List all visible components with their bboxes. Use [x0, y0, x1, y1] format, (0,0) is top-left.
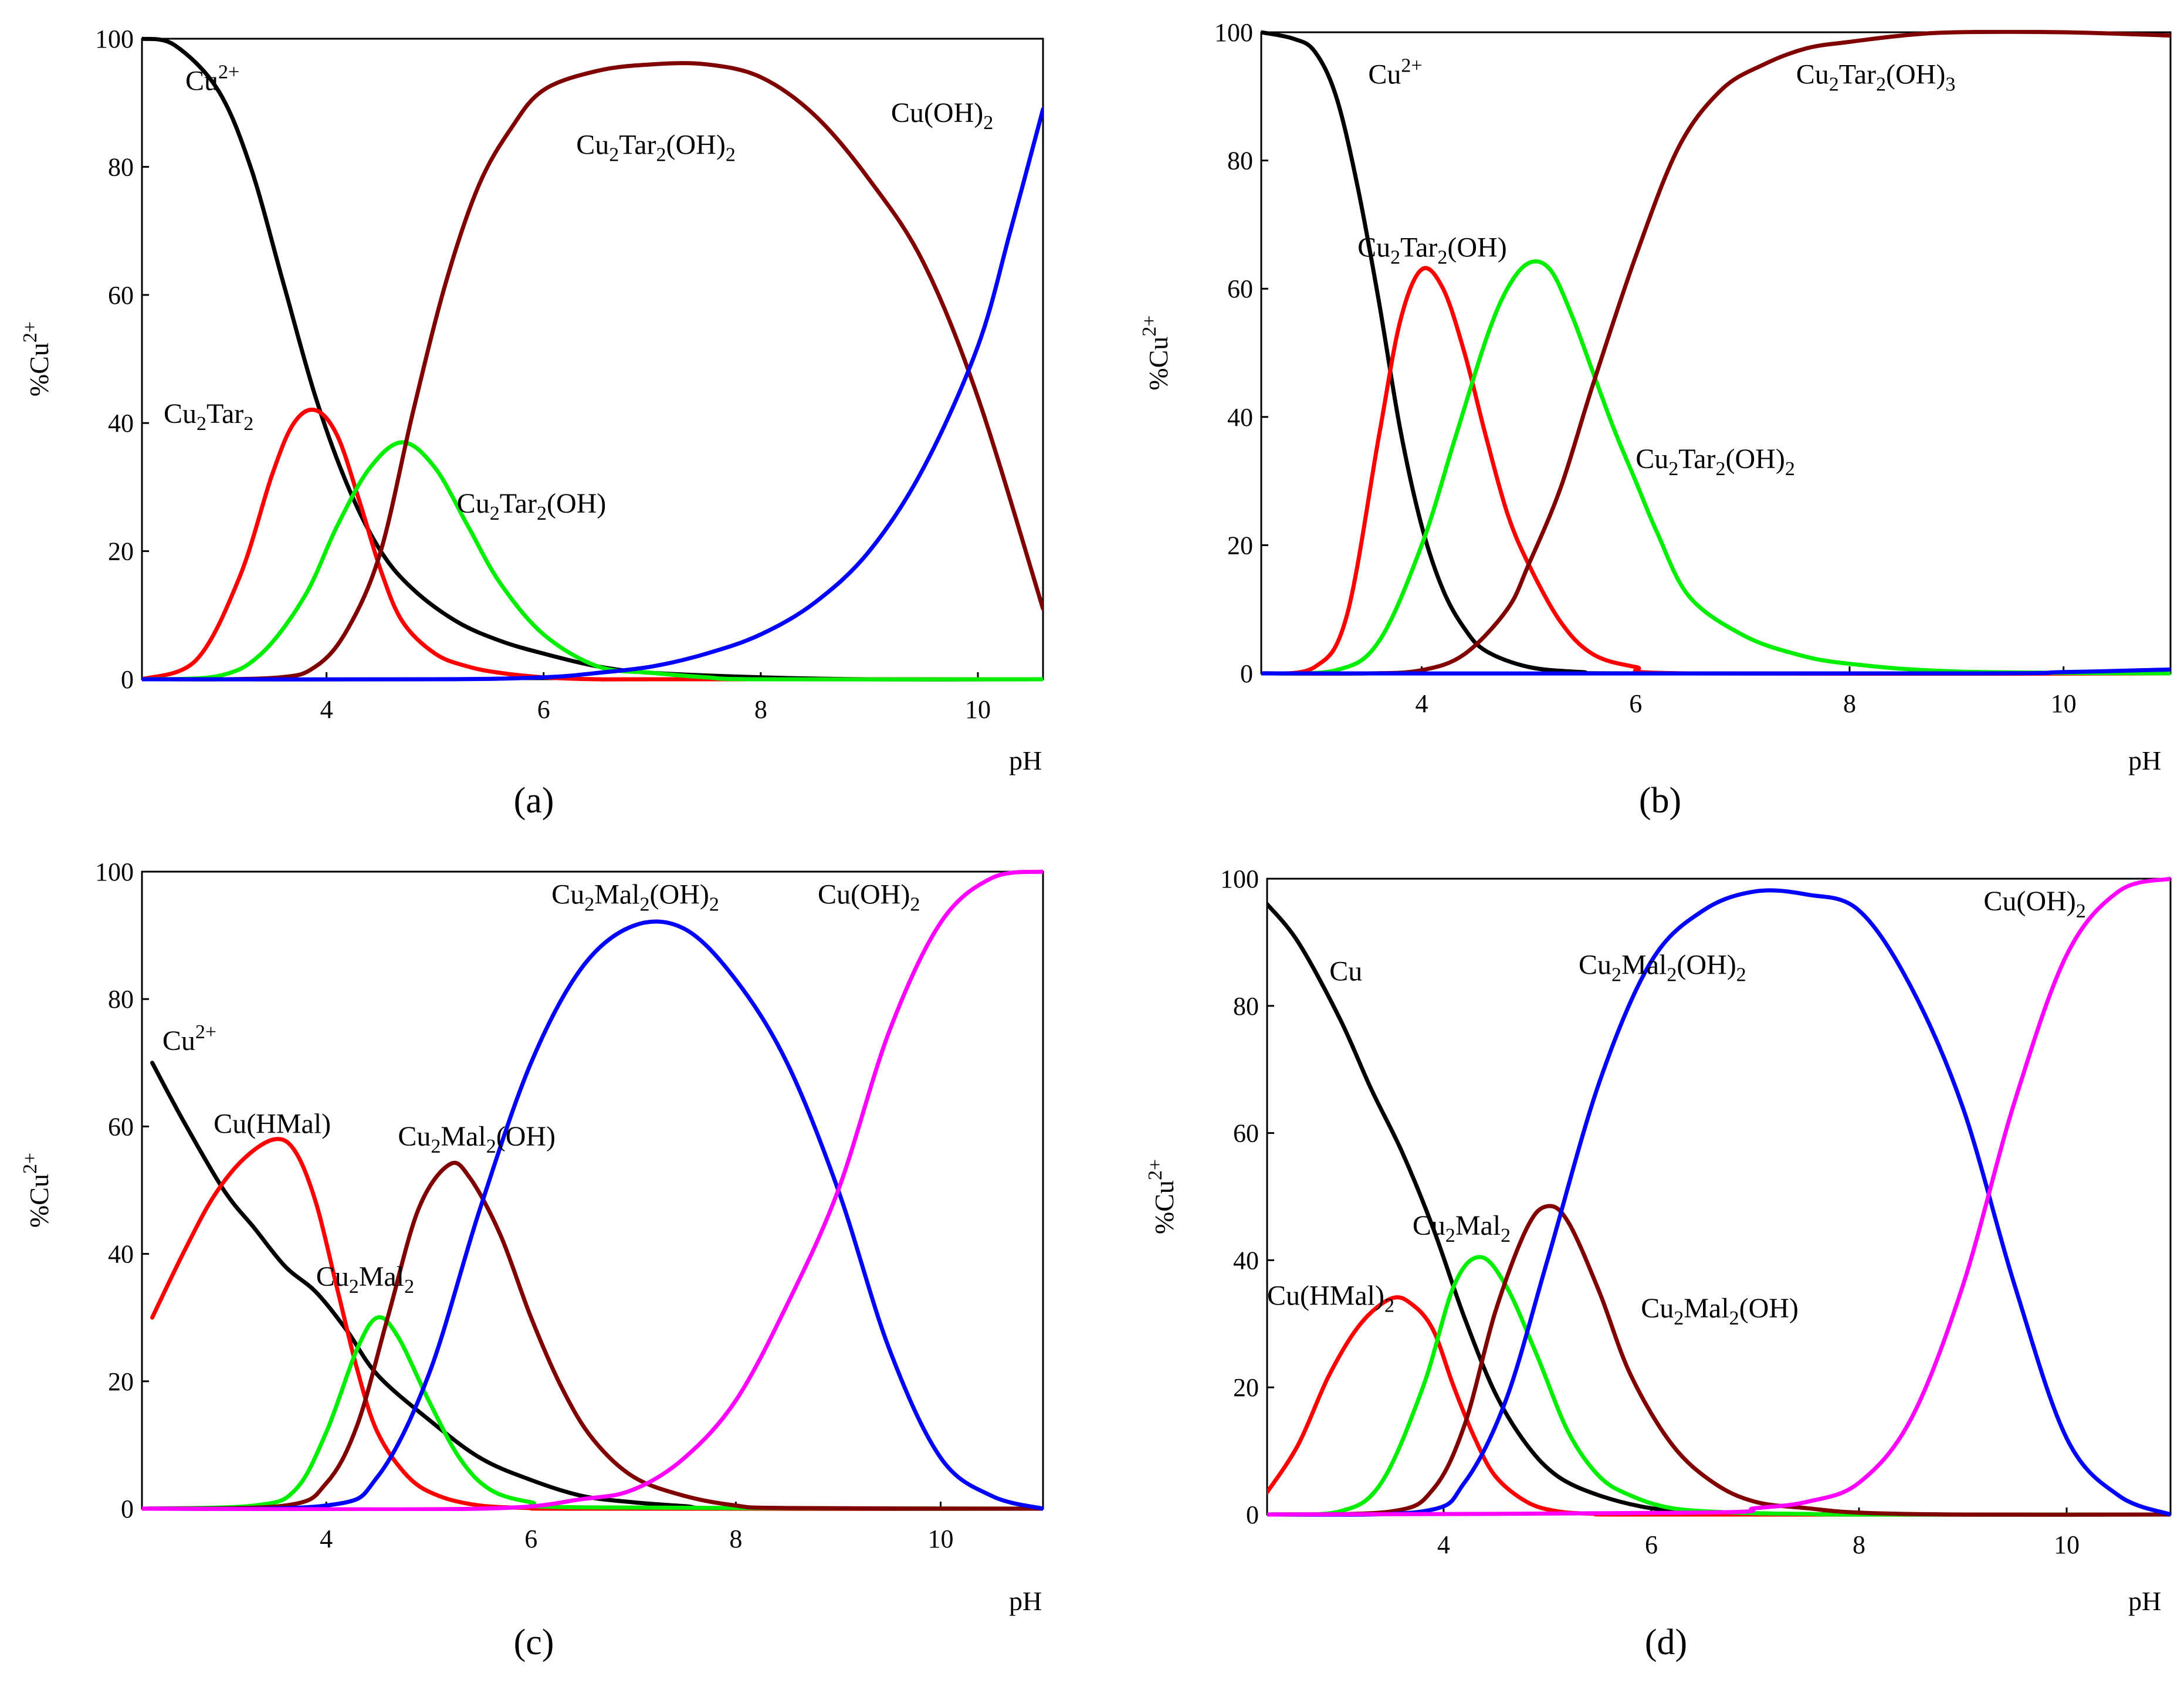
y-tick-label: 40	[1233, 1246, 1259, 1275]
x-tick-label: 6	[1629, 689, 1642, 718]
series-label-cu-hmal-: Cu(HMal)	[214, 1108, 331, 1139]
x-axis-title: pH	[2128, 746, 2161, 775]
series-line-cu2tar2-oh-2	[1261, 259, 2171, 676]
y-axis-title: %Cu2+	[19, 321, 54, 397]
x-axis-title: pH	[1009, 746, 1042, 775]
x-tick-label: 10	[2054, 1530, 2080, 1559]
series-label-cu2mal2: Cu2​Mal2​	[316, 1261, 414, 1298]
y-tick-label: 20	[108, 537, 134, 566]
x-tick-label: 8	[1853, 1530, 1865, 1559]
series-label-cu2tar2-oh-: Cu2​Tar2​(OH)	[1357, 232, 1507, 269]
series-label-cu-oh-2: Cu(OH)2​	[1983, 886, 2085, 922]
series-line-cu2mal2-oh-2	[1267, 888, 2171, 1517]
y-tick-label: 20	[1227, 531, 1253, 560]
panel-label: (b)	[1639, 781, 1681, 821]
y-tick-label: 40	[1227, 403, 1253, 432]
panel-label: (d)	[1645, 1622, 1687, 1662]
series-label-cu2mal2-oh-: Cu2​Mal2​(OH)	[1641, 1293, 1799, 1329]
series-label-cu2mal2-oh-2: Cu2​Mal2​(OH)2​	[1579, 950, 1746, 986]
series-line-cu-hmal-2	[1267, 1295, 2171, 1517]
y-tick-label: 0	[1246, 1500, 1259, 1529]
y-tick-label: 60	[108, 281, 134, 310]
y-tick-label: 20	[1233, 1373, 1259, 1402]
series-label-cu-hmal-2: Cu(HMal)2​	[1267, 1280, 1394, 1316]
series-line-cu2-	[1261, 30, 2171, 676]
x-tick-label: 4	[320, 1525, 333, 1553]
panel-b: 0 20 40 60 80 100 4 6 8 10 %Cu2+ pH (b) Cu2+​ Cu2​Tar2…	[1139, 18, 2172, 821]
y-axis-title: %Cu2+	[1139, 315, 1173, 390]
series-line-cu2mal2	[142, 1315, 1043, 1511]
y-tick-label: 80	[1227, 147, 1253, 175]
series-line-cu2tar2-oh-	[142, 440, 1043, 682]
series-line-cu-oh-2	[1267, 876, 2171, 1517]
y-tick-label: 20	[108, 1367, 134, 1396]
x-tick-label: 10	[965, 695, 991, 724]
series-label-cu2tar2-oh-2: Cu2​Tar2​(OH)2​	[1636, 443, 1795, 480]
y-tick-label: 60	[108, 1112, 134, 1141]
x-tick-label: 10	[2051, 689, 2077, 718]
y-axis-title: %Cu2+	[1145, 1159, 1179, 1234]
series-line-cu2mal2-oh-	[142, 1160, 1043, 1511]
panel-label: (a)	[514, 781, 554, 821]
y-tick-label: 80	[108, 153, 134, 181]
series-label-cu2tar2-oh-3: Cu2​Tar2​(OH)3​	[1796, 59, 1956, 95]
x-tick-label: 4	[1416, 689, 1428, 718]
series-line-cu2mal2	[1267, 1255, 2171, 1517]
series-label-cu2-: Cu2+​	[1368, 55, 1422, 90]
series-line-cu	[1267, 902, 2171, 1517]
y-tick-label: 100	[1214, 18, 1253, 47]
x-tick-label: 8	[729, 1525, 742, 1553]
plot-frame	[141, 870, 1044, 1510]
series-line-cu2mal2-oh-2	[142, 919, 1043, 1511]
y-tick-label: 0	[1240, 659, 1253, 688]
y-tick-label: 100	[1220, 865, 1259, 893]
x-axis-title: pH	[2128, 1586, 2161, 1616]
series-line-cu-oh-2	[1261, 667, 2171, 676]
panel-c: 0 20 40 60 80 100 4 6 8 10 %Cu2+ pH (c) Cu2​Mal2​(OH)…	[19, 858, 1044, 1662]
y-tick-label: 60	[1227, 275, 1253, 303]
x-tick-label: 10	[927, 1525, 953, 1553]
y-tick-label: 100	[95, 25, 134, 53]
y-tick-label: 80	[108, 985, 134, 1014]
plot-frame	[1260, 31, 2172, 675]
y-tick-label: 0	[121, 665, 134, 694]
y-tick-label: 100	[95, 858, 134, 886]
x-tick-label: 4	[1437, 1530, 1450, 1559]
x-tick-label: 6	[524, 1525, 537, 1553]
series-line-cu-hmal-	[150, 1137, 1043, 1511]
series-label-cu2mal2-oh-: Cu2​Mal2​(OH)	[398, 1121, 556, 1157]
y-tick-label: 40	[108, 409, 134, 438]
panel-label: (c)	[514, 1622, 554, 1662]
x-tick-label: 8	[1843, 689, 1856, 718]
series-label-cu2tar2: Cu2​Tar2​	[164, 398, 253, 435]
x-tick-label: 4	[320, 695, 333, 724]
series-label-cu2tar2-oh-2: Cu2​Tar2​(OH)2​	[576, 130, 736, 166]
panel-a: 0 20 40 60 80 100 4 6 8 10 %Cu2+ pH (a) Cu2+​ Cu2​Tar2…	[19, 25, 1044, 821]
series-label-cu-oh-2: Cu(OH)2​	[891, 97, 993, 134]
series-label-cu2-: Cu2+​	[162, 1021, 216, 1056]
series-label-cu2mal2-oh-2: Cu2​Mal2​(OH)2​	[551, 879, 719, 915]
y-tick-label: 60	[1233, 1119, 1259, 1148]
x-tick-label: 6	[1645, 1530, 1658, 1559]
series-line-cu2tar2-oh-3	[1261, 30, 2171, 676]
x-axis-title: pH	[1009, 1586, 1042, 1616]
panel-d: 0 20 40 60 80 100 4 6 8 10 %Cu2+ pH (d) Cu Cu(OH)2​ Cu2…	[1145, 865, 2172, 1662]
series-label-cu: Cu	[1329, 956, 1362, 987]
series-line-cu-oh-2	[142, 869, 1043, 1511]
series-line-cu2tar2	[142, 408, 1043, 682]
series-line-cu2tar2-oh-2	[142, 61, 1043, 682]
x-tick-label: 8	[754, 695, 767, 724]
series-label-cu2mal2: Cu2​Mal2​	[1413, 1210, 1511, 1246]
y-tick-label: 80	[1233, 992, 1259, 1021]
y-axis-title: %Cu2+	[19, 1153, 54, 1228]
series-line-cu-oh-2	[142, 107, 1043, 682]
y-tick-label: 0	[121, 1495, 134, 1523]
series-label-cu2-: Cu2+​	[185, 61, 239, 96]
series-line-cu2mal2-oh-	[1267, 1204, 2171, 1517]
series-label-cu-oh-2: Cu(OH)2​	[818, 879, 920, 915]
x-tick-label: 6	[537, 695, 550, 724]
series-label-cu2tar2-oh-: Cu2​Tar2​(OH)	[457, 488, 607, 524]
y-tick-label: 40	[108, 1240, 134, 1269]
